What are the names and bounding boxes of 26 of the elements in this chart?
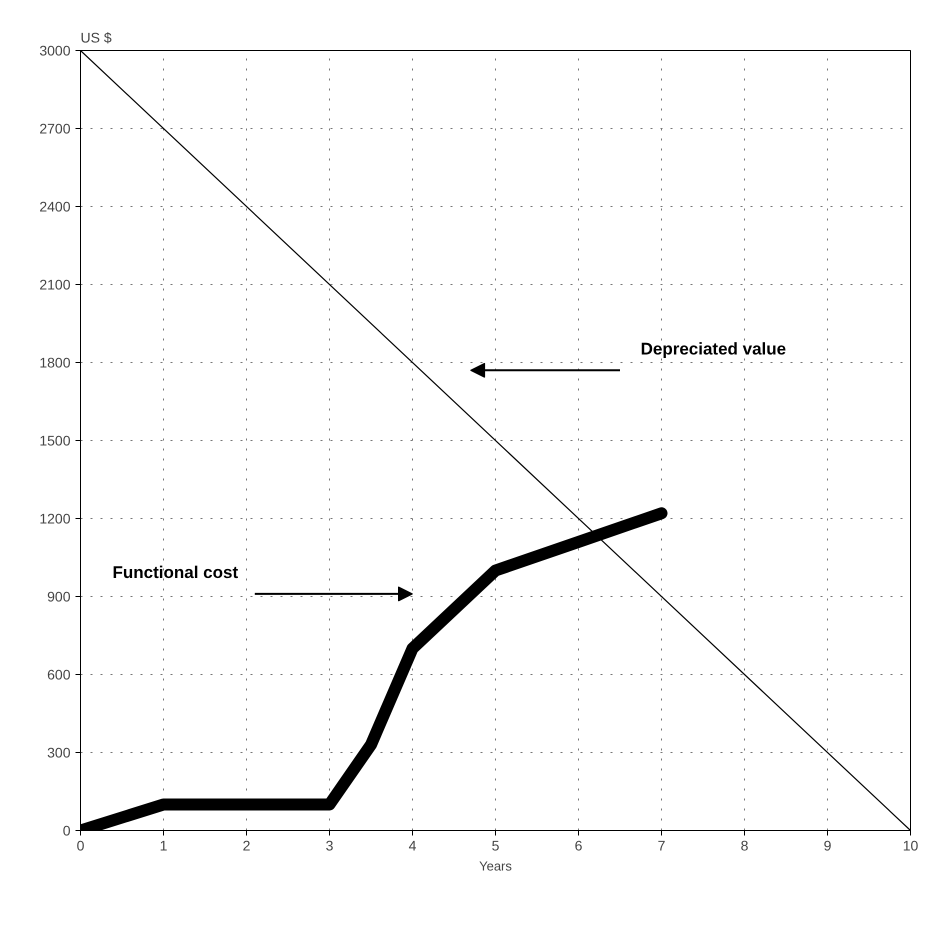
y-tick-label: 300 xyxy=(47,744,71,760)
x-tick-label: 4 xyxy=(408,838,417,854)
y-tick-label: 2100 xyxy=(39,276,71,292)
x-tick-label: 7 xyxy=(658,838,666,854)
annotation: Depreciated value xyxy=(640,339,786,358)
y-tick-label: 600 xyxy=(47,666,71,682)
y-tick-label: 1800 xyxy=(39,354,71,370)
y-tick-label: 2700 xyxy=(39,120,71,136)
x-tick-label: 3 xyxy=(326,838,334,854)
y-tick-label: 1200 xyxy=(39,510,71,526)
x-tick-label: 8 xyxy=(740,838,749,854)
x-tick-label: 6 xyxy=(574,838,583,854)
y-tick-label: 1500 xyxy=(39,432,71,448)
x-tick-label: 1 xyxy=(160,838,168,854)
y-tick-label: 2400 xyxy=(39,198,71,214)
x-tick-label: 5 xyxy=(492,838,500,854)
x-tick-label: 9 xyxy=(824,838,832,854)
y-tick-label: 0 xyxy=(62,822,71,838)
x-tick-label: 0 xyxy=(76,838,85,854)
x-tick-label: 2 xyxy=(242,838,251,854)
annotation: Functional cost xyxy=(112,562,238,582)
x-tick-label: 10 xyxy=(902,838,918,854)
y-tick-label: 3000 xyxy=(39,42,71,58)
y-tick-label: 900 xyxy=(47,588,71,604)
x-axis-title: Years xyxy=(479,858,512,874)
y-axis-title: US $ xyxy=(80,30,112,46)
